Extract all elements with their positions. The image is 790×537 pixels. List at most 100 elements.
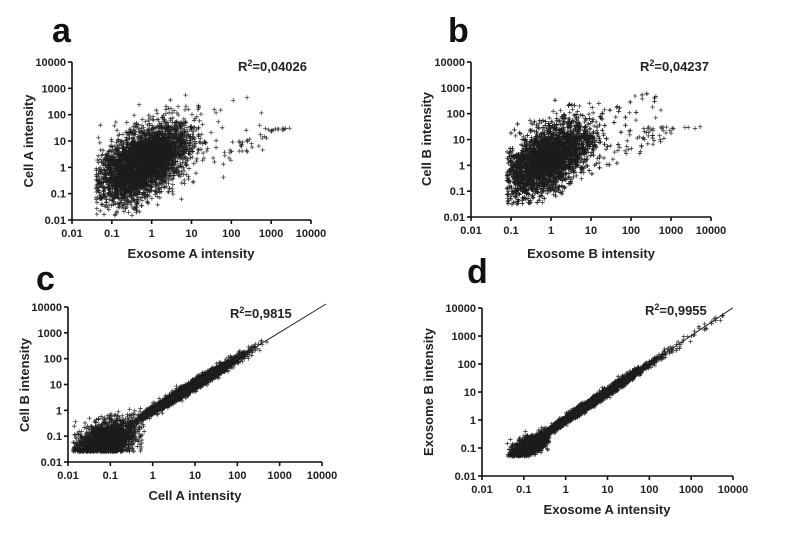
- data-point: [146, 112, 152, 118]
- panel-b: b R2=0,04237 Exosome B intensity Cell B …: [419, 12, 726, 261]
- data-point: [194, 158, 199, 164]
- panel-label-b: b: [448, 12, 469, 50]
- data-point: [200, 150, 206, 156]
- data-point: [109, 203, 114, 208]
- data-point: [109, 139, 114, 144]
- data-point: [127, 136, 132, 141]
- data-point: [170, 189, 175, 194]
- scatter-points: [504, 91, 703, 207]
- data-point: [94, 200, 100, 205]
- data-point: [210, 155, 216, 161]
- data-point: [244, 128, 249, 133]
- data-point: [98, 123, 103, 128]
- data-point: [257, 123, 262, 128]
- data-point: [100, 148, 106, 153]
- data-point: [196, 103, 201, 108]
- r2-annotation: R2=0,04237: [640, 58, 709, 74]
- data-point: [184, 125, 190, 130]
- data-point: [155, 194, 160, 199]
- data-point: [213, 145, 219, 150]
- data-point: [96, 171, 101, 176]
- y-axis-label: Cell A intensity: [21, 94, 36, 188]
- data-point: [140, 117, 145, 122]
- data-point: [198, 111, 204, 117]
- data-point: [94, 206, 99, 211]
- x-tick-label: 10: [185, 228, 197, 240]
- data-point: [136, 102, 142, 107]
- data-point: [247, 136, 252, 142]
- data-point: [129, 213, 135, 218]
- data-point: [166, 110, 172, 116]
- data-point: [184, 172, 189, 177]
- data-point: [194, 156, 200, 162]
- data-point: [220, 125, 225, 131]
- data-point: [197, 139, 202, 145]
- data-point: [212, 159, 217, 165]
- data-point: [104, 199, 109, 205]
- data-point: [239, 148, 245, 154]
- data-point: [196, 147, 201, 153]
- data-point: [249, 144, 255, 150]
- data-point: [222, 153, 228, 158]
- data-point: [287, 126, 292, 131]
- data-point: [137, 209, 142, 214]
- data-point: [96, 135, 101, 140]
- data-point: [189, 112, 195, 117]
- data-point: [95, 153, 101, 158]
- y-tick-label: 0.01: [45, 215, 66, 227]
- x-tick-label: 0.01: [61, 228, 82, 240]
- data-point: [593, 119, 599, 125]
- data-point: [155, 202, 160, 208]
- data-point: [221, 174, 226, 180]
- y-tick-label: 100: [48, 110, 66, 122]
- data-point: [126, 210, 131, 215]
- data-point: [191, 179, 196, 184]
- data-point: [124, 135, 129, 140]
- data-point: [221, 161, 226, 167]
- data-point: [249, 141, 254, 146]
- y-tick-label: 1: [60, 162, 66, 174]
- data-point: [156, 187, 161, 192]
- data-point: [231, 98, 236, 103]
- data-point: [168, 116, 173, 121]
- panel-a: a R2=0,04026 Exosome A intensity Cell A …: [21, 12, 326, 261]
- data-point: [170, 191, 176, 197]
- data-point: [218, 107, 223, 113]
- data-point: [108, 143, 113, 149]
- data-point: [186, 107, 191, 112]
- x-tick-label: 1: [149, 228, 155, 240]
- data-point: [154, 111, 160, 116]
- data-point: [179, 180, 184, 186]
- x-tick-label: 1000: [259, 228, 283, 240]
- data-point: [139, 203, 144, 209]
- data-point: [186, 176, 191, 182]
- data-point: [208, 130, 214, 135]
- data-point: [259, 110, 264, 116]
- data-point: [197, 118, 202, 123]
- data-point: [114, 128, 120, 133]
- data-point: [149, 196, 155, 201]
- x-axis-label: Exosome A intensity: [128, 246, 256, 261]
- data-point: [109, 137, 114, 142]
- data-point: [181, 168, 187, 174]
- data-point: [182, 107, 188, 113]
- data-point: [180, 160, 185, 165]
- data-point: [230, 139, 235, 145]
- data-point: [197, 140, 203, 145]
- data-point: [199, 132, 204, 137]
- data-point: [135, 136, 140, 142]
- y-axis-label: Cell B intensity: [419, 91, 434, 186]
- data-point: [256, 143, 262, 149]
- x-tick-label: 0.1: [104, 228, 119, 240]
- data-point: [191, 161, 197, 166]
- data-point: [195, 146, 201, 152]
- data-point: [175, 104, 181, 109]
- scatter-points: [93, 92, 292, 218]
- data-point: [195, 150, 200, 156]
- data-point: [205, 146, 210, 151]
- data-point: [124, 120, 129, 125]
- data-point: [127, 127, 133, 132]
- data-point: [186, 166, 192, 171]
- x-tick-label: 10000: [296, 228, 327, 240]
- y-tick-label: 1000: [42, 83, 66, 95]
